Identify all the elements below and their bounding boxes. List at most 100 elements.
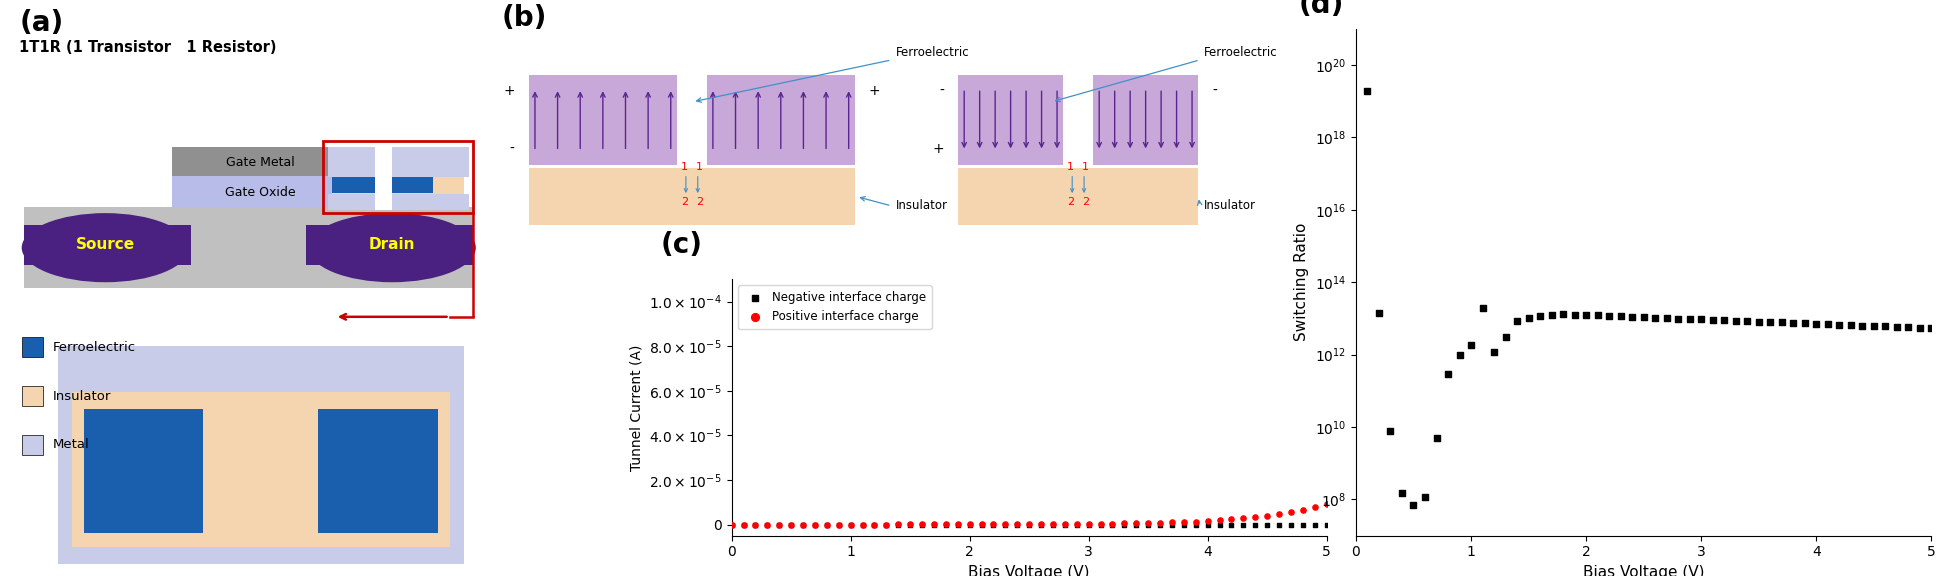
Positive interface charge	[1061, 520, 1093, 529]
Positive interface charge	[1299, 502, 1331, 511]
Negative interface charge	[1096, 520, 1128, 529]
Bar	[375, 147, 392, 179]
Text: 2: 2	[697, 197, 702, 207]
Negative interface charge	[716, 520, 747, 529]
Positive interface charge	[977, 520, 1009, 529]
Positive interface charge	[800, 520, 831, 529]
Point	[1848, 321, 1879, 330]
Negative interface charge	[896, 520, 927, 529]
Point	[1859, 321, 1891, 331]
Y-axis label: Switching Ratio: Switching Ratio	[1294, 223, 1309, 342]
Negative interface charge	[1157, 520, 1188, 529]
Negative interface charge	[1264, 520, 1295, 529]
Ellipse shape	[21, 213, 189, 282]
Positive interface charge	[812, 520, 843, 529]
Point	[1594, 311, 1625, 320]
Positive interface charge	[954, 520, 985, 529]
Bar	[958, 75, 1063, 165]
Positive interface charge	[1132, 518, 1163, 528]
Point	[1491, 333, 1522, 342]
Point	[1606, 312, 1637, 321]
Negative interface charge	[1108, 520, 1139, 529]
Positive interface charge	[835, 520, 866, 529]
Text: Insulator: Insulator	[1204, 199, 1256, 213]
Negative interface charge	[1192, 520, 1223, 529]
Text: 2: 2	[1067, 197, 1075, 207]
Point	[1514, 313, 1545, 323]
Point	[1559, 310, 1590, 319]
Positive interface charge	[776, 520, 808, 529]
Negative interface charge	[882, 520, 913, 529]
Point	[1686, 314, 1717, 324]
Bar	[306, 225, 474, 265]
Positive interface charge	[931, 520, 962, 529]
Negative interface charge	[1061, 520, 1093, 529]
Negative interface charge	[977, 520, 1009, 529]
Point	[1789, 319, 1820, 328]
Positive interface charge	[1227, 514, 1258, 523]
Bar	[529, 75, 677, 165]
Negative interface charge	[1026, 520, 1057, 529]
Negative interface charge	[942, 520, 974, 529]
Text: Ferroelectric: Ferroelectric	[53, 340, 137, 354]
Text: 1: 1	[1083, 162, 1089, 172]
Point	[1651, 313, 1682, 323]
Positive interface charge	[1192, 516, 1223, 525]
Text: +: +	[503, 84, 515, 98]
Point	[1444, 350, 1475, 359]
Positive interface charge	[1204, 516, 1235, 525]
Negative interface charge	[1299, 520, 1331, 529]
Positive interface charge	[1145, 518, 1176, 528]
Point	[1697, 315, 1729, 324]
Positive interface charge	[728, 520, 759, 529]
Negative interface charge	[1001, 520, 1032, 529]
Bar	[21, 337, 43, 357]
Positive interface charge	[907, 520, 938, 529]
X-axis label: Bias Voltage (V): Bias Voltage (V)	[968, 565, 1091, 576]
Text: 2: 2	[681, 197, 689, 207]
Positive interface charge	[1276, 507, 1307, 517]
Point	[1502, 316, 1533, 325]
Bar	[706, 75, 855, 165]
Text: Insulator: Insulator	[53, 389, 111, 403]
Point	[1467, 303, 1498, 312]
Bar	[21, 435, 43, 455]
Negative interface charge	[788, 520, 819, 529]
Positive interface charge	[716, 520, 747, 529]
Positive interface charge	[1169, 517, 1200, 526]
Text: Metal: Metal	[53, 438, 90, 452]
Positive interface charge	[942, 520, 974, 529]
Negative interface charge	[823, 520, 855, 529]
Point	[1869, 322, 1900, 331]
Bar	[23, 207, 474, 288]
Point	[1721, 316, 1752, 325]
Positive interface charge	[1050, 520, 1081, 529]
Negative interface charge	[1239, 520, 1270, 529]
Negative interface charge	[812, 520, 843, 529]
Positive interface charge	[1311, 499, 1342, 509]
Negative interface charge	[751, 520, 782, 529]
Bar	[375, 176, 392, 210]
Text: (d): (d)	[1299, 0, 1344, 18]
Negative interface charge	[776, 520, 808, 529]
Bar	[392, 177, 433, 193]
Negative interface charge	[919, 520, 950, 529]
Text: (c): (c)	[659, 231, 702, 259]
Bar	[172, 176, 349, 207]
Text: 2: 2	[1083, 197, 1089, 207]
Positive interface charge	[858, 520, 890, 529]
Bar	[332, 177, 375, 193]
Point	[1617, 312, 1649, 321]
Point	[1627, 313, 1658, 322]
Positive interface charge	[1073, 520, 1104, 529]
Negative interface charge	[1120, 520, 1151, 529]
Bar	[84, 409, 203, 533]
Point	[1812, 320, 1844, 329]
Positive interface charge	[1180, 517, 1212, 526]
Text: (a): (a)	[20, 9, 64, 37]
Bar	[328, 147, 468, 177]
Text: -: -	[1212, 84, 1217, 98]
Negative interface charge	[1288, 520, 1319, 529]
Positive interface charge	[1157, 518, 1188, 527]
Positive interface charge	[1120, 518, 1151, 528]
